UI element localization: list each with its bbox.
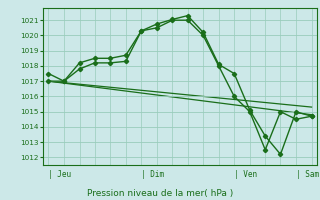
Text: | Ven: | Ven [234, 170, 257, 179]
Text: | Sam: | Sam [296, 170, 319, 179]
Text: | Dim: | Dim [141, 170, 164, 179]
Text: Pression niveau de la mer( hPa ): Pression niveau de la mer( hPa ) [87, 189, 233, 198]
Text: | Jeu: | Jeu [48, 170, 72, 179]
